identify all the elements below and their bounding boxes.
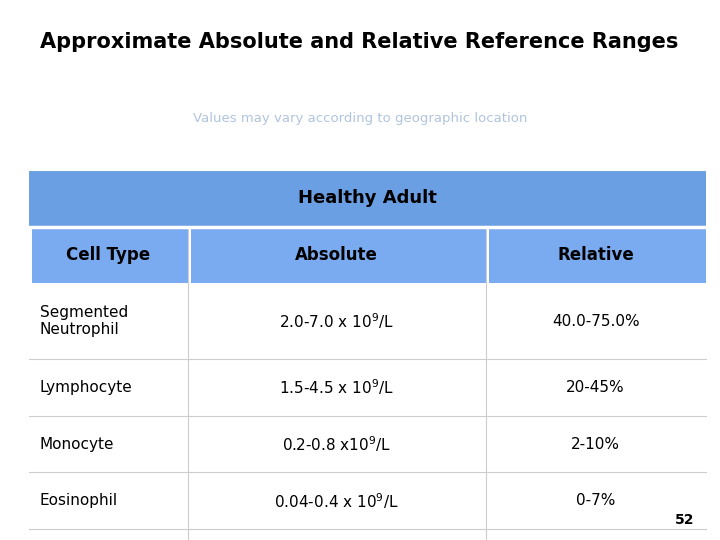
Text: 20-45%: 20-45% [567, 380, 625, 395]
Text: 40.0-75.0%: 40.0-75.0% [552, 314, 639, 329]
Text: 0.2-0.8 x10$^9$/L: 0.2-0.8 x10$^9$/L [282, 434, 391, 454]
Text: 2.0-7.0 x 10$^9$/L: 2.0-7.0 x 10$^9$/L [279, 312, 395, 331]
Text: 0-7%: 0-7% [576, 494, 616, 508]
Text: 52: 52 [675, 512, 695, 526]
Text: Lymphocyte: Lymphocyte [40, 380, 132, 395]
Text: Absolute: Absolute [295, 246, 378, 264]
Text: Values may vary according to geographic location: Values may vary according to geographic … [193, 112, 527, 125]
Text: 1.5-4.5 x 10$^9$/L: 1.5-4.5 x 10$^9$/L [279, 377, 395, 397]
Text: Healthy Adult: Healthy Adult [298, 190, 436, 207]
Text: Approximate Absolute and Relative Reference Ranges: Approximate Absolute and Relative Refere… [40, 32, 678, 52]
Text: Cell Type: Cell Type [66, 246, 150, 264]
Text: Eosinophil: Eosinophil [40, 494, 118, 508]
Text: Segmented
Neutrophil: Segmented Neutrophil [40, 305, 128, 338]
Text: 2-10%: 2-10% [571, 437, 620, 451]
Text: Relative: Relative [557, 246, 634, 264]
Text: 0.04-0.4 x 10$^9$/L: 0.04-0.4 x 10$^9$/L [274, 491, 399, 511]
Text: Monocyte: Monocyte [40, 437, 114, 451]
